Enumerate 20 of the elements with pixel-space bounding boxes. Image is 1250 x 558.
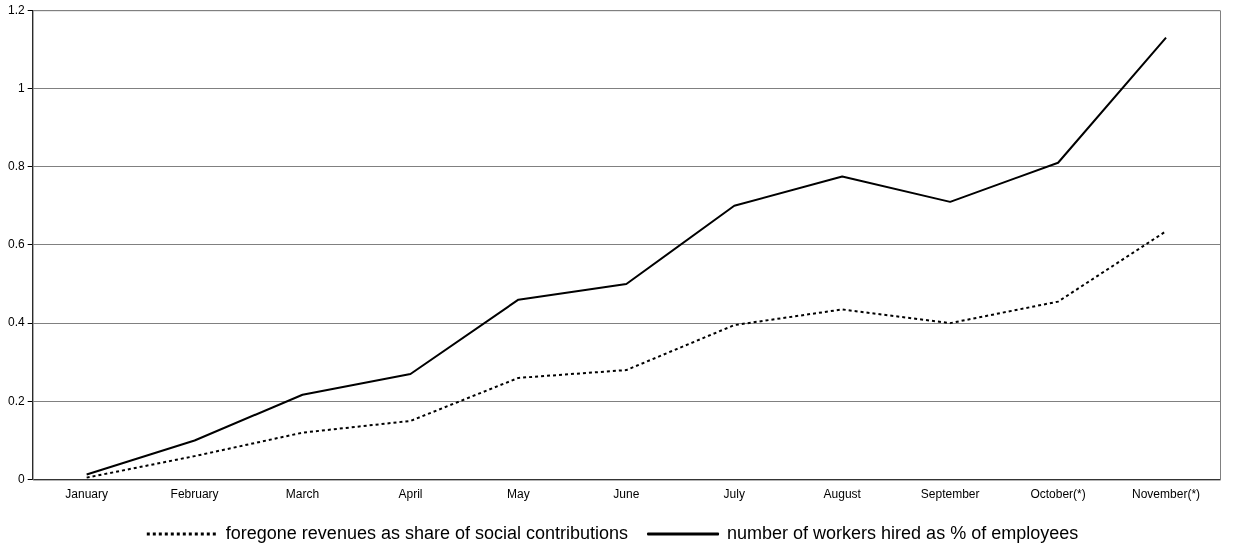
legend-label: number of workers hired as % of employees xyxy=(727,522,1079,543)
y-tick-label: 0 xyxy=(17,471,25,486)
legend-label: foregone revenues as share of social contributions xyxy=(225,522,629,543)
x-tick-label: September xyxy=(920,487,980,502)
y-tick-label: 0.6 xyxy=(7,237,25,252)
x-tick-label: October(*) xyxy=(1030,487,1086,502)
y-tick-label: 1.2 xyxy=(7,2,25,17)
x-tick-label: April xyxy=(398,487,423,502)
x-tick-label: February xyxy=(170,487,219,502)
x-tick-label: July xyxy=(723,487,745,502)
x-tick-label: November(*) xyxy=(1132,487,1201,502)
x-tick-label: March xyxy=(285,487,320,502)
x-tick-label: January xyxy=(65,487,108,502)
y-tick-label: 0.8 xyxy=(7,158,25,173)
y-tick-label: 1 xyxy=(17,80,25,95)
y-tick-label: 0.2 xyxy=(7,393,25,408)
x-tick-label: August xyxy=(823,487,862,502)
y-tick-label: 0.4 xyxy=(7,315,25,330)
x-tick-label: May xyxy=(507,487,530,502)
x-tick-label: June xyxy=(613,487,640,502)
